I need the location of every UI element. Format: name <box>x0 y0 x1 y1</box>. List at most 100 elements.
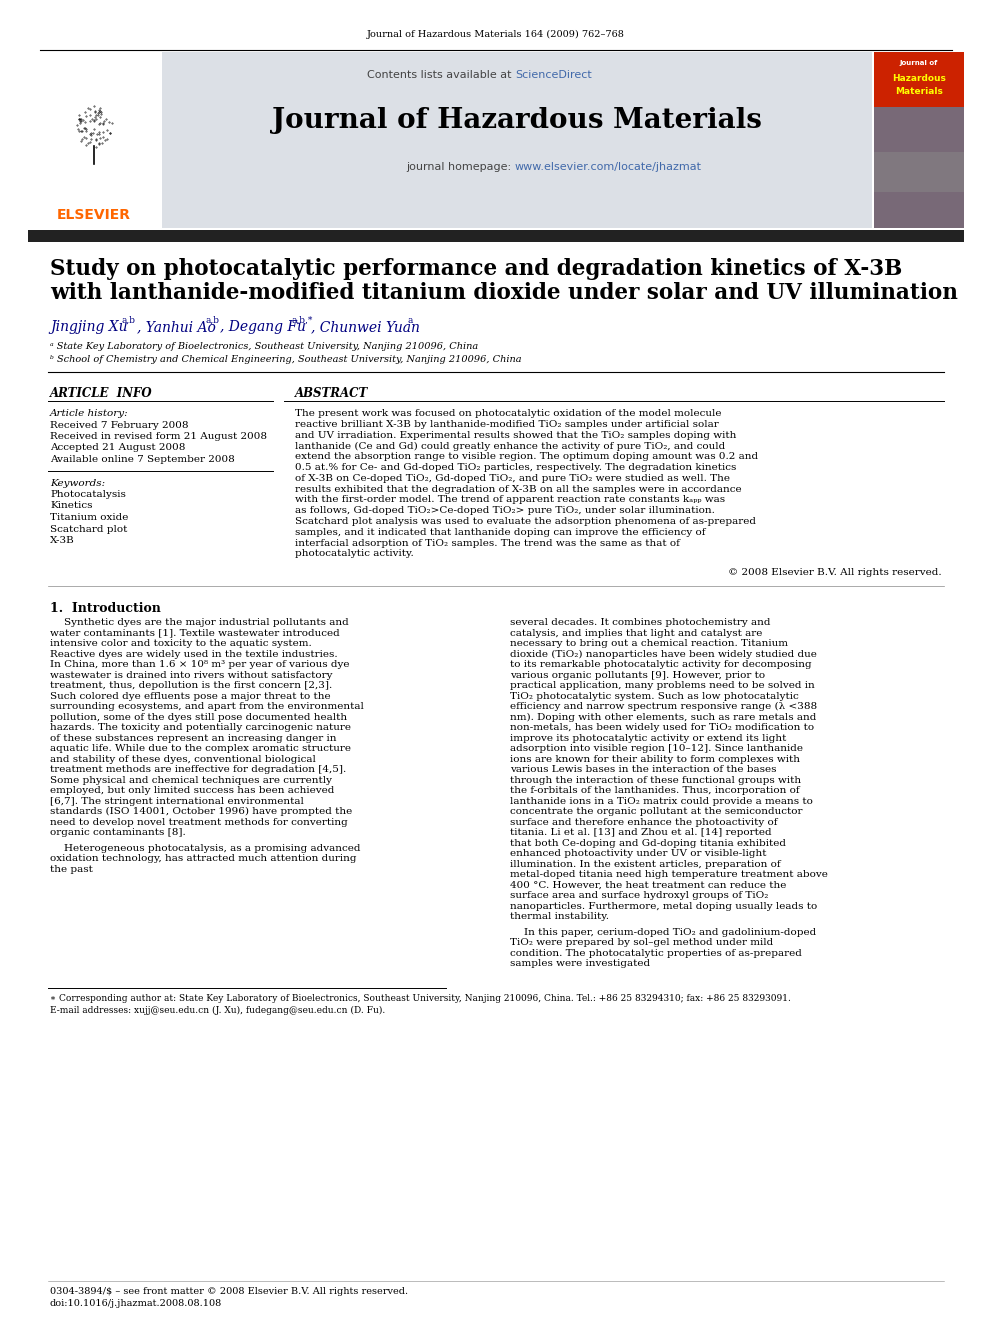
Text: Such colored dye effluents pose a major threat to the: Such colored dye effluents pose a major … <box>50 692 330 701</box>
Text: , Chunwei Yuan: , Chunwei Yuan <box>311 320 420 333</box>
Text: improve its photocatalytic activity or extend its light: improve its photocatalytic activity or e… <box>510 734 787 742</box>
Text: 0304-3894/$ – see front matter © 2008 Elsevier B.V. All rights reserved.: 0304-3894/$ – see front matter © 2008 El… <box>50 1287 408 1297</box>
Text: the past: the past <box>50 865 93 873</box>
Text: , Yanhui Ao: , Yanhui Ao <box>137 320 216 333</box>
Text: Available online 7 September 2008: Available online 7 September 2008 <box>50 455 235 464</box>
Text: concentrate the organic pollutant at the semiconductor: concentrate the organic pollutant at the… <box>510 807 803 816</box>
Text: of X-3B on Ce-doped TiO₂, Gd-doped TiO₂, and pure TiO₂ were studied as well. The: of X-3B on Ce-doped TiO₂, Gd-doped TiO₂,… <box>295 474 730 483</box>
Text: nm). Doping with other elements, such as rare metals and: nm). Doping with other elements, such as… <box>510 713 816 722</box>
Text: wastewater is drained into rivers without satisfactory: wastewater is drained into rivers withou… <box>50 671 332 680</box>
Text: © 2008 Elsevier B.V. All rights reserved.: © 2008 Elsevier B.V. All rights reserved… <box>728 568 942 577</box>
Text: dioxide (TiO₂) nanoparticles have been widely studied due: dioxide (TiO₂) nanoparticles have been w… <box>510 650 816 659</box>
Text: Jingjing Xu: Jingjing Xu <box>50 320 128 333</box>
Bar <box>162 52 872 228</box>
Text: a,b: a,b <box>122 316 136 325</box>
Text: journal homepage:: journal homepage: <box>407 161 515 172</box>
Text: employed, but only limited success has been achieved: employed, but only limited success has b… <box>50 786 334 795</box>
Text: Journal of Hazardous Materials 164 (2009) 762–768: Journal of Hazardous Materials 164 (2009… <box>367 30 625 40</box>
Text: the f-orbitals of the lanthanides. Thus, incorporation of: the f-orbitals of the lanthanides. Thus,… <box>510 786 800 795</box>
Text: results exhibited that the degradation of X-3B on all the samples were in accord: results exhibited that the degradation o… <box>295 484 742 493</box>
Text: The present work was focused on photocatalytic oxidation of the model molecule: The present work was focused on photocat… <box>295 409 721 418</box>
Text: with lanthanide-modified titanium dioxide under solar and UV illumination: with lanthanide-modified titanium dioxid… <box>50 282 958 304</box>
Text: thermal instability.: thermal instability. <box>510 912 609 921</box>
Text: necessary to bring out a chemical reaction. Titanium: necessary to bring out a chemical reacti… <box>510 639 788 648</box>
Text: lanthanide (Ce and Gd) could greatly enhance the activity of pure TiO₂, and coul: lanthanide (Ce and Gd) could greatly enh… <box>295 442 725 451</box>
Text: to its remarkable photocatalytic activity for decomposing: to its remarkable photocatalytic activit… <box>510 660 811 669</box>
Text: a: a <box>408 316 414 325</box>
Text: photocatalytic activity.: photocatalytic activity. <box>295 549 414 558</box>
Text: Study on photocatalytic performance and degradation kinetics of X-3B: Study on photocatalytic performance and … <box>50 258 903 280</box>
Text: a,b,*: a,b,* <box>291 316 312 325</box>
Text: Synthetic dyes are the major industrial pollutants and: Synthetic dyes are the major industrial … <box>64 618 349 627</box>
Text: treatment methods are ineffective for degradation [4,5].: treatment methods are ineffective for de… <box>50 765 346 774</box>
Text: TiO₂ photocatalytic system. Such as low photocatalytic: TiO₂ photocatalytic system. Such as low … <box>510 692 799 701</box>
Text: treatment, thus, depollution is the first concern [2,3].: treatment, thus, depollution is the firs… <box>50 681 332 691</box>
Text: organic contaminants [8].: organic contaminants [8]. <box>50 828 186 837</box>
Bar <box>874 52 964 228</box>
Text: ions are known for their ability to form complexes with: ions are known for their ability to form… <box>510 754 800 763</box>
Text: extend the absorption range to visible region. The optimum doping amount was 0.2: extend the absorption range to visible r… <box>295 452 758 462</box>
Text: titania. Li et al. [13] and Zhou et al. [14] reported: titania. Li et al. [13] and Zhou et al. … <box>510 828 772 837</box>
Text: Contents lists available at: Contents lists available at <box>367 70 515 79</box>
Text: ARTICLE  INFO: ARTICLE INFO <box>50 388 153 400</box>
Text: Scatchard plot analysis was used to evaluate the adsorption phenomena of as-prep: Scatchard plot analysis was used to eval… <box>295 517 756 527</box>
Text: www.elsevier.com/locate/jhazmat: www.elsevier.com/locate/jhazmat <box>515 161 702 172</box>
Text: need to develop novel treatment methods for converting: need to develop novel treatment methods … <box>50 818 348 827</box>
Bar <box>874 152 964 192</box>
Text: practical application, many problems need to be solved in: practical application, many problems nee… <box>510 681 814 691</box>
Text: surrounding ecosystems, and apart from the environmental: surrounding ecosystems, and apart from t… <box>50 703 364 712</box>
Text: Hazardous: Hazardous <box>892 74 946 83</box>
Text: Photocatalysis: Photocatalysis <box>50 490 126 499</box>
Text: 400 °C. However, the heat treatment can reduce the: 400 °C. However, the heat treatment can … <box>510 881 787 889</box>
Text: non-metals, has been widely used for TiO₂ modification to: non-metals, has been widely used for TiO… <box>510 724 814 732</box>
Text: X-3B: X-3B <box>50 536 74 545</box>
Text: Kinetics: Kinetics <box>50 501 92 511</box>
Text: E-mail addresses: xujj@seu.edu.cn (J. Xu), fudegang@seu.edu.cn (D. Fu).: E-mail addresses: xujj@seu.edu.cn (J. Xu… <box>50 1005 385 1015</box>
Text: pollution, some of the dyes still pose documented health: pollution, some of the dyes still pose d… <box>50 713 347 722</box>
Text: ∗ Corresponding author at: State Key Laboratory of Bioelectronics, Southeast Uni: ∗ Corresponding author at: State Key Lab… <box>50 994 791 1003</box>
Text: and UV irradiation. Experimental results showed that the TiO₂ samples doping wit: and UV irradiation. Experimental results… <box>295 430 736 439</box>
Text: Heterogeneous photocatalysis, as a promising advanced: Heterogeneous photocatalysis, as a promi… <box>64 844 360 853</box>
Text: intensive color and toxicity to the aquatic system.: intensive color and toxicity to the aqua… <box>50 639 311 648</box>
Text: In China, more than 1.6 × 10⁸ m³ per year of various dye: In China, more than 1.6 × 10⁸ m³ per yea… <box>50 660 349 669</box>
Text: Journal of: Journal of <box>900 60 938 66</box>
Text: several decades. It combines photochemistry and: several decades. It combines photochemis… <box>510 618 771 627</box>
Text: In this paper, cerium-doped TiO₂ and gadolinium-doped: In this paper, cerium-doped TiO₂ and gad… <box>524 927 816 937</box>
Text: metal-doped titania need high temperature treatment above: metal-doped titania need high temperatur… <box>510 871 828 880</box>
Text: lanthanide ions in a TiO₂ matrix could provide a means to: lanthanide ions in a TiO₂ matrix could p… <box>510 796 812 806</box>
Text: Keywords:: Keywords: <box>50 479 105 487</box>
Text: reactive brilliant X-3B by lanthanide-modified TiO₂ samples under artificial sol: reactive brilliant X-3B by lanthanide-mo… <box>295 419 719 429</box>
Text: various organic pollutants [9]. However, prior to: various organic pollutants [9]. However,… <box>510 671 765 680</box>
Text: that both Ce-doping and Gd-doping titania exhibited: that both Ce-doping and Gd-doping titani… <box>510 839 786 848</box>
Text: Received in revised form 21 August 2008: Received in revised form 21 August 2008 <box>50 433 267 441</box>
Text: efficiency and narrow spectrum responsive range (λ <388: efficiency and narrow spectrum responsiv… <box>510 703 817 712</box>
Text: ELSEVIER: ELSEVIER <box>57 208 131 222</box>
Text: water contaminants [1]. Textile wastewater introduced: water contaminants [1]. Textile wastewat… <box>50 628 339 638</box>
Text: Journal of Hazardous Materials: Journal of Hazardous Materials <box>272 107 762 134</box>
Text: Received 7 February 2008: Received 7 February 2008 <box>50 421 188 430</box>
Text: Materials: Materials <box>895 87 943 97</box>
Text: standards (ISO 14001, October 1996) have prompted the: standards (ISO 14001, October 1996) have… <box>50 807 352 816</box>
Text: surface and therefore enhance the photoactivity of: surface and therefore enhance the photoa… <box>510 818 778 827</box>
Text: Scatchard plot: Scatchard plot <box>50 524 127 533</box>
Bar <box>28 230 964 242</box>
Text: aquatic life. While due to the complex aromatic structure: aquatic life. While due to the complex a… <box>50 745 351 753</box>
Text: nanoparticles. Furthermore, metal doping usually leads to: nanoparticles. Furthermore, metal doping… <box>510 902 817 910</box>
Text: of these substances represent an increasing danger in: of these substances represent an increas… <box>50 734 336 742</box>
Text: 0.5 at.% for Ce- and Gd-doped TiO₂ particles, respectively. The degradation kine: 0.5 at.% for Ce- and Gd-doped TiO₂ parti… <box>295 463 736 472</box>
Text: , Degang Fu: , Degang Fu <box>220 320 306 333</box>
Text: various Lewis bases in the interaction of the bases: various Lewis bases in the interaction o… <box>510 765 777 774</box>
Text: samples, and it indicated that lanthanide doping can improve the efficiency of: samples, and it indicated that lanthanid… <box>295 528 705 537</box>
Text: oxidation technology, has attracted much attention during: oxidation technology, has attracted much… <box>50 855 356 863</box>
Text: hazards. The toxicity and potentially carcinogenic nature: hazards. The toxicity and potentially ca… <box>50 724 351 732</box>
Text: and stability of these dyes, conventional biological: and stability of these dyes, conventiona… <box>50 754 315 763</box>
Text: catalysis, and implies that light and catalyst are: catalysis, and implies that light and ca… <box>510 628 763 638</box>
Text: enhanced photoactivity under UV or visible-light: enhanced photoactivity under UV or visib… <box>510 849 767 859</box>
Text: as follows, Gd-doped TiO₂>Ce-doped TiO₂> pure TiO₂, under solar illumination.: as follows, Gd-doped TiO₂>Ce-doped TiO₂>… <box>295 507 715 515</box>
Text: surface area and surface hydroxyl groups of TiO₂: surface area and surface hydroxyl groups… <box>510 892 769 900</box>
Text: a,b: a,b <box>205 316 219 325</box>
Text: [6,7]. The stringent international environmental: [6,7]. The stringent international envir… <box>50 796 304 806</box>
Text: ABSTRACT: ABSTRACT <box>295 388 368 400</box>
Text: Titanium oxide: Titanium oxide <box>50 513 128 523</box>
Text: Article history:: Article history: <box>50 409 129 418</box>
